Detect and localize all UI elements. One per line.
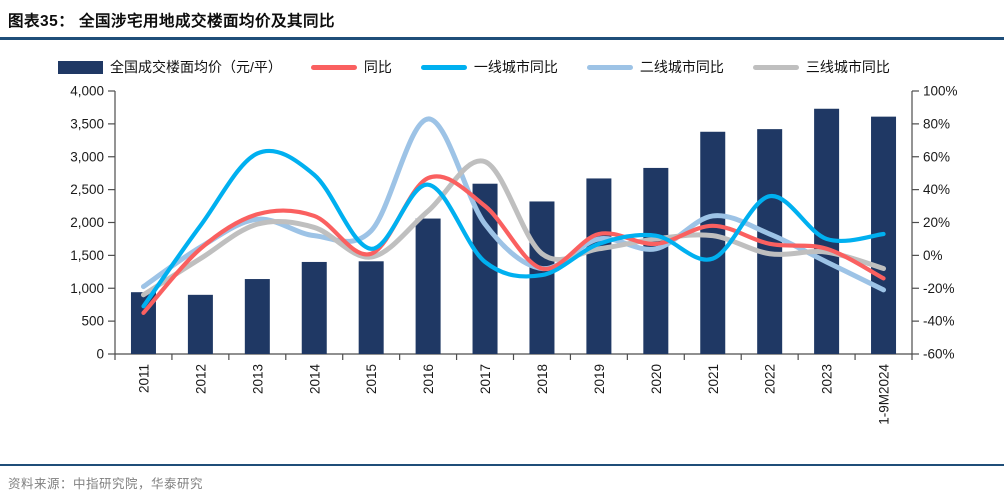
svg-text:0%: 0% [923, 248, 943, 263]
bar-swatch-icon [58, 60, 103, 74]
source-text: 资料来源：中指研究院，华泰研究 [8, 477, 204, 491]
svg-text:2014: 2014 [307, 364, 322, 395]
svg-text:2015: 2015 [364, 364, 379, 394]
svg-text:500: 500 [81, 314, 104, 329]
svg-text:3,000: 3,000 [70, 149, 104, 164]
bar-2020 [643, 167, 669, 354]
chart-area: 0 500 1,000 1,500 2,000 2,500 3,000 3,500 4,000 -… [0, 79, 1004, 445]
line-series-yoy [141, 174, 886, 316]
bar-2016 [415, 218, 441, 354]
svg-text:2021: 2021 [706, 364, 721, 394]
svg-text:80%: 80% [923, 116, 950, 131]
legend-item-avg-price: 全国成交楼面均价（元/平） [58, 57, 282, 77]
combo-chart: 0 500 1,000 1,500 2,000 2,500 3,000 3,500 4,000 -… [70, 84, 957, 425]
svg-text:2,500: 2,500 [70, 182, 104, 197]
svg-text:2,000: 2,000 [70, 215, 104, 230]
chart-legend: 全国成交楼面均价（元/平） 同比 一线城市同比 二线城市同比 三线城市同比 [58, 57, 1004, 77]
bar-2023 [814, 108, 840, 354]
svg-text:2016: 2016 [421, 364, 436, 394]
svg-text:2019: 2019 [592, 364, 607, 394]
svg-text:20%: 20% [923, 215, 950, 230]
legend-label-tier2-yoy: 二线城市同比 [639, 59, 724, 75]
bar-2021 [700, 131, 726, 354]
page-title: 图表35： 全国涉宅用地成交楼面均价及其同比 [8, 13, 336, 30]
line-series-tier2-yoy [140, 116, 887, 293]
bar-2013 [244, 279, 270, 354]
legend-label-yoy: 同比 [363, 59, 392, 75]
bar-2014 [301, 261, 327, 354]
svg-text:1-9M2024: 1-9M2024 [877, 364, 892, 425]
svg-text:2018: 2018 [535, 364, 550, 394]
bar-2019 [586, 178, 612, 354]
svg-text:2022: 2022 [763, 364, 778, 394]
svg-text:2012: 2012 [193, 364, 208, 394]
x-axis-labels: 2011 2012 2013 2014 2015 2016 2017 2018 2019 2020… [136, 364, 891, 425]
svg-text:2017: 2017 [478, 364, 493, 394]
legend-item-tier2-yoy: 二线城市同比 [586, 57, 724, 77]
bar-series [130, 108, 897, 354]
axis-labels: 0 500 1,000 1,500 2,000 2,500 3,000 3,500 4,000 -… [70, 84, 957, 362]
svg-text:-20%: -20% [923, 281, 955, 296]
legend-label-tier3-yoy: 三线城市同比 [805, 59, 890, 75]
svg-text:-40%: -40% [923, 314, 955, 329]
line-series-tier1-yoy [141, 148, 886, 309]
svg-text:100%: 100% [923, 84, 958, 99]
tier2-line-swatch-icon [586, 64, 633, 70]
svg-text:60%: 60% [923, 149, 950, 164]
tier1-line-swatch-icon [420, 64, 467, 70]
title-block: 图表35： 全国涉宅用地成交楼面均价及其同比 [0, 0, 1004, 40]
source-note: 资料来源：中指研究院，华泰研究 [0, 464, 1004, 492]
svg-text:40%: 40% [923, 182, 950, 197]
svg-text:2011: 2011 [136, 364, 151, 393]
svg-text:2023: 2023 [820, 364, 835, 394]
bar-2012 [187, 294, 213, 354]
legend-item-yoy: 同比 [310, 57, 392, 77]
legend-item-tier1-yoy: 一线城市同比 [420, 57, 558, 77]
tier3-line-swatch-icon [752, 64, 799, 70]
svg-text:1,500: 1,500 [70, 248, 104, 263]
svg-text:0: 0 [96, 347, 104, 362]
svg-text:-60%: -60% [923, 347, 955, 362]
yoy-line-swatch-icon [310, 64, 357, 70]
legend-item-tier3-yoy: 三线城市同比 [752, 57, 890, 77]
bar-2015 [358, 261, 384, 354]
svg-text:2013: 2013 [250, 364, 265, 394]
svg-text:1,000: 1,000 [70, 281, 104, 296]
svg-text:4,000: 4,000 [70, 84, 104, 99]
legend-label-tier1-yoy: 一线城市同比 [473, 59, 558, 75]
legend-label-avg-price: 全国成交楼面均价（元/平） [110, 59, 282, 75]
svg-text:3,500: 3,500 [70, 116, 104, 131]
svg-text:2020: 2020 [649, 364, 664, 394]
line-series-tier3-yoy [140, 158, 887, 298]
